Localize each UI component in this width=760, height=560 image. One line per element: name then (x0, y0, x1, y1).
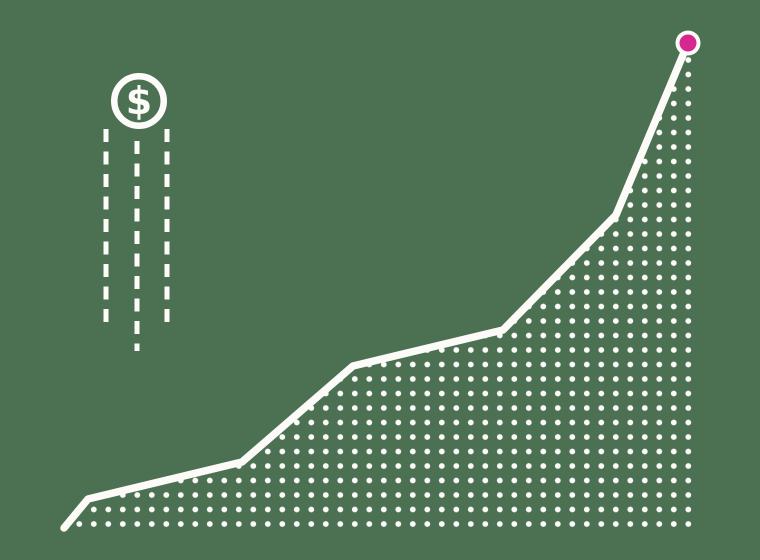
endpoint-marker-dot (679, 34, 697, 52)
dollar-coin-icon: $ (111, 73, 167, 129)
trend-endpoint-marker (675, 30, 701, 56)
coin-drop-dashed-lines (103, 129, 170, 351)
trend-line (60, 39, 692, 532)
dollar-sign-icon: $ (126, 79, 152, 123)
chart-area-dot-fill (64, 43, 696, 531)
coin-ring (111, 73, 167, 129)
